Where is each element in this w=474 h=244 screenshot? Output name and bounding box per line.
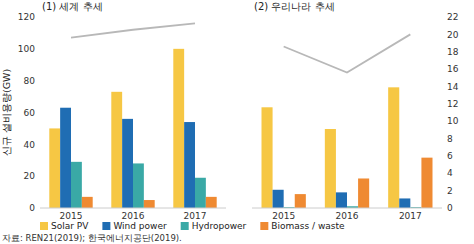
bar	[325, 129, 336, 208]
panel-title: (2) 우리나라 추세	[254, 1, 335, 12]
legend-swatch	[181, 222, 189, 230]
y-tick-label: 14	[447, 82, 459, 92]
bar	[388, 87, 399, 208]
bar	[49, 128, 60, 208]
x-tick-label: 2016	[336, 211, 359, 221]
y-tick-label: 4	[447, 168, 453, 178]
bar	[144, 200, 155, 208]
line	[284, 34, 411, 72]
bar	[358, 178, 369, 208]
bar	[60, 108, 71, 208]
bar	[336, 192, 347, 208]
x-tick-label: 2015	[272, 211, 295, 221]
y-tick-label: 8	[447, 134, 453, 144]
source-note: 자료: REN21(2019); 한국에너지공단(2019).	[2, 233, 182, 243]
baseline	[40, 208, 226, 209]
legend-label: Wind power	[113, 221, 167, 231]
legend-swatch	[102, 222, 110, 230]
line	[71, 23, 195, 37]
y-tick-label: 0	[29, 203, 35, 213]
bar	[399, 198, 410, 208]
bar	[122, 119, 133, 208]
y-tick-label: 80	[24, 76, 36, 86]
panel: (2) 우리나라 추세 0 2 4 6 8 10 12 14 16 18 20 22 2015 2016 20…	[252, 1, 459, 221]
panel-title: (1) 세계 추세	[42, 1, 103, 12]
x-tick-label: 2017	[184, 211, 207, 221]
y-tick-label: 12	[447, 99, 458, 109]
y-tick-label: 20	[447, 30, 459, 40]
x-tick-label: 2015	[60, 211, 83, 221]
y-tick-label: 40	[24, 140, 36, 150]
y-tick-label: 20	[24, 171, 36, 181]
bar	[82, 197, 93, 208]
y-tick-label: 120	[18, 12, 35, 22]
bar	[71, 162, 82, 208]
panel: (1) 세계 추세신규 설비용량(GW) 0 20 40 60 80 100 120 2015 2…	[1, 1, 226, 221]
y-tick-label: 16	[447, 64, 459, 74]
legend-swatch	[40, 222, 48, 230]
x-tick-label: 2017	[399, 211, 422, 221]
y-tick-label: 0	[447, 203, 453, 213]
bar	[421, 158, 432, 208]
y-tick-label: 6	[447, 151, 453, 161]
bar	[273, 190, 284, 208]
bar	[295, 194, 306, 208]
bar	[111, 92, 122, 208]
bar	[206, 197, 217, 208]
legend-label: Biomass / waste	[271, 221, 345, 231]
y-tick-label: 2	[447, 186, 453, 196]
legend-label: Hydropower	[192, 221, 247, 231]
baseline	[252, 208, 442, 209]
legend: Solar PV Wind power Hydropower Biomass / wa…	[40, 221, 345, 231]
legend-label: Solar PV	[51, 221, 89, 231]
bar	[262, 107, 273, 208]
x-tick-label: 2016	[122, 211, 145, 221]
y-tick-label: 18	[447, 47, 459, 57]
marks	[262, 34, 433, 208]
marks	[49, 23, 216, 208]
bar	[184, 122, 195, 208]
y-axis-label: 신규 설비용량(GW)	[1, 69, 12, 156]
y-tick-label: 60	[24, 108, 36, 118]
chart-canvas: (1) 세계 추세신규 설비용량(GW)02040608010012020152…	[0, 0, 474, 244]
y-tick-label: 10	[447, 116, 459, 126]
bar	[133, 163, 144, 208]
bar	[173, 49, 184, 208]
bar	[195, 178, 206, 208]
y-tick-label: 100	[18, 44, 35, 54]
legend-swatch	[260, 222, 268, 230]
y-tick-label: 22	[447, 12, 458, 22]
